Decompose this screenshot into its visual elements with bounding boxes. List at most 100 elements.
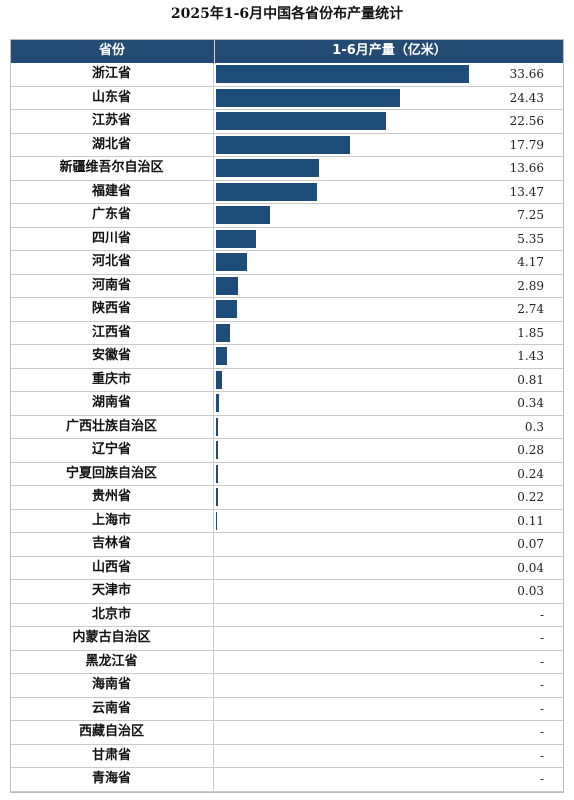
province-label: 青海省 [10,768,214,791]
bar [216,206,271,224]
value-label: 0.07 [517,537,544,551]
bar [216,135,350,154]
data-table: 省份 1-6月产量（亿米） 浙江省 33.66 山东省 24.43 江苏省 22.56 湖北… [10,39,564,793]
value-label: 0.24 [517,466,544,481]
table-row: 北京市 - [10,603,564,627]
bar [216,159,319,177]
province-label: 山东省 [10,86,214,109]
value-label: 0.04 [517,560,544,575]
province-label: 新疆维吾尔自治区 [10,157,214,180]
province-label: 安徽省 [10,345,214,368]
table-row: 福建省 13.47 [10,180,564,204]
bar [216,253,248,271]
value-label: - [539,701,544,716]
table-row: 宁夏回族自治区 0.24 [10,462,564,486]
value-label: 33.66 [509,67,544,81]
table-row: 广东省 7.25 [10,204,564,228]
value-label: 1.85 [517,325,544,340]
province-label: 吉林省 [10,533,214,556]
province-label: 广东省 [10,204,214,227]
value-label: 0.3 [524,419,544,434]
table-row: 江西省 1.85 [10,321,564,345]
value-label: 7.25 [517,208,544,222]
province-label: 云南省 [10,697,214,720]
value-label: - [539,725,544,739]
province-label: 湖北省 [10,133,214,156]
table-row: 山西省 0.04 [10,556,564,580]
value-label: - [539,678,544,692]
province-label: 天津市 [10,580,214,603]
value-label: 13.47 [509,184,544,199]
value-label: - [539,748,544,763]
province-label: 河南省 [10,274,214,297]
value-label: 24.43 [509,90,544,105]
bar [216,88,400,107]
province-label: 宁夏回族自治区 [10,462,214,485]
province-label: 黑龙江省 [10,650,214,673]
table-row: 河南省 2.89 [10,274,564,298]
province-label: 辽宁省 [10,439,214,462]
table-row: 贵州省 0.22 [10,486,564,510]
bar [216,323,230,342]
bar [216,488,218,506]
value-label: 13.66 [509,161,544,175]
value-label: 0.81 [517,372,544,387]
value-label: 2.89 [517,278,544,293]
value-label: 0.22 [517,490,544,504]
table-row: 云南省 - [10,697,564,721]
bar [216,65,469,83]
header-output: 1-6月产量（亿米） [332,43,447,58]
value-label: 0.11 [517,513,544,528]
table-row: 辽宁省 0.28 [10,439,564,463]
table-row: 浙江省 33.66 [10,63,564,87]
value-label: 0.34 [517,396,544,410]
table-row: 吉林省 0.07 [10,533,564,557]
province-label: 海南省 [10,674,214,697]
table-row: 重庆市 0.81 [10,368,564,392]
bar [216,300,237,318]
value-label: 4.17 [517,255,544,269]
bar [216,511,217,530]
table-row: 新疆维吾尔自治区 13.66 [10,157,564,181]
province-label: 北京市 [10,603,214,626]
table-row: 山东省 24.43 [10,86,564,110]
province-label: 重庆市 [10,368,214,391]
table-row: 江苏省 22.56 [10,110,564,134]
value-label: 22.56 [509,114,544,128]
province-label: 西藏自治区 [10,721,214,744]
bar [216,441,219,459]
table-row: 海南省 - [10,674,564,698]
value-label: 5.35 [517,231,544,246]
province-label: 江苏省 [10,110,214,133]
province-label: 甘肃省 [10,744,214,767]
bar [216,229,257,248]
table-row: 河北省 4.17 [10,251,564,275]
province-label: 内蒙古自治区 [10,627,214,650]
bar [216,347,227,365]
table-row: 四川省 5.35 [10,227,564,251]
province-label: 浙江省 [10,63,214,86]
value-label: - [539,607,544,622]
bar [216,112,386,130]
table-row: 湖北省 17.79 [10,133,564,157]
bar [216,182,318,201]
value-label: - [539,654,544,669]
table-row: 上海市 0.11 [10,509,564,533]
table-row: 陕西省 2.74 [10,298,564,322]
chart-title: 2025年1-6月中国各省份布产量统计 [170,6,404,22]
province-label: 福建省 [10,180,214,203]
province-label: 陕西省 [10,298,214,321]
table-row: 青海省 - [10,768,564,792]
table-header: 省份 1-6月产量（亿米） [10,39,564,63]
value-label: 17.79 [509,137,544,152]
table-row: 广西壮族自治区 0.3 [10,415,564,439]
table-row: 内蒙古自治区 - [10,627,564,651]
value-label: 0.28 [517,443,544,457]
table-row: 安徽省 1.43 [10,345,564,369]
province-label: 广西壮族自治区 [10,415,214,438]
value-label: 0.03 [517,584,544,598]
province-label: 湖南省 [10,392,214,415]
province-label: 河北省 [10,251,214,274]
table-row: 西藏自治区 - [10,721,564,745]
value-label: - [539,631,544,645]
